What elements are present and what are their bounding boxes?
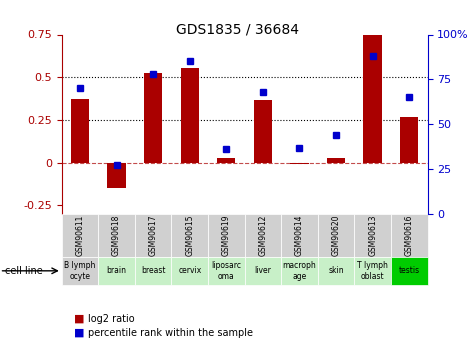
FancyBboxPatch shape	[391, 214, 428, 257]
FancyBboxPatch shape	[318, 214, 354, 257]
FancyBboxPatch shape	[391, 257, 428, 285]
FancyBboxPatch shape	[208, 257, 245, 285]
Bar	[144, 73, 162, 162]
Text: skin: skin	[328, 266, 344, 275]
FancyBboxPatch shape	[245, 214, 281, 257]
Bar	[71, 99, 89, 162]
Bar	[254, 100, 272, 162]
Text: GSM90611: GSM90611	[76, 215, 85, 256]
Text: cell line: cell line	[5, 266, 42, 276]
FancyBboxPatch shape	[62, 257, 98, 285]
Text: macroph
age: macroph age	[283, 261, 316, 280]
FancyBboxPatch shape	[354, 214, 391, 257]
Text: log2 ratio: log2 ratio	[88, 314, 134, 324]
Text: liposarc
oma: liposarc oma	[211, 261, 241, 280]
FancyBboxPatch shape	[171, 257, 208, 285]
Text: GSM90615: GSM90615	[185, 215, 194, 256]
Text: GSM90619: GSM90619	[222, 215, 231, 256]
FancyBboxPatch shape	[62, 214, 98, 257]
Text: percentile rank within the sample: percentile rank within the sample	[88, 328, 253, 338]
Text: testis: testis	[399, 266, 420, 275]
FancyBboxPatch shape	[98, 257, 135, 285]
Bar	[107, 162, 126, 188]
Text: GDS1835 / 36684: GDS1835 / 36684	[176, 22, 299, 37]
Text: GSM90612: GSM90612	[258, 215, 267, 256]
Bar	[180, 68, 199, 162]
FancyBboxPatch shape	[318, 257, 354, 285]
Text: GSM90614: GSM90614	[295, 215, 304, 256]
Text: GSM90616: GSM90616	[405, 215, 414, 256]
Text: GSM90617: GSM90617	[149, 215, 158, 256]
FancyBboxPatch shape	[208, 214, 245, 257]
Bar	[400, 117, 418, 162]
FancyBboxPatch shape	[281, 214, 318, 257]
Text: GSM90613: GSM90613	[368, 215, 377, 256]
Text: B lymph
ocyte: B lymph ocyte	[64, 261, 96, 280]
FancyBboxPatch shape	[281, 257, 318, 285]
Text: ■: ■	[74, 328, 84, 338]
Text: breast: breast	[141, 266, 165, 275]
FancyBboxPatch shape	[245, 257, 281, 285]
FancyBboxPatch shape	[135, 214, 171, 257]
FancyBboxPatch shape	[98, 214, 135, 257]
FancyBboxPatch shape	[135, 257, 171, 285]
Text: liver: liver	[255, 266, 271, 275]
Text: cervix: cervix	[178, 266, 201, 275]
Text: GSM90620: GSM90620	[332, 215, 341, 256]
Bar	[290, 162, 309, 164]
Text: GSM90618: GSM90618	[112, 215, 121, 256]
FancyBboxPatch shape	[354, 257, 391, 285]
FancyBboxPatch shape	[171, 214, 208, 257]
Text: T lymph
oblast: T lymph oblast	[357, 261, 388, 280]
Bar	[217, 158, 236, 162]
Text: ■: ■	[74, 314, 84, 324]
Bar	[363, 34, 382, 162]
Bar	[327, 158, 345, 162]
Text: brain: brain	[106, 266, 127, 275]
